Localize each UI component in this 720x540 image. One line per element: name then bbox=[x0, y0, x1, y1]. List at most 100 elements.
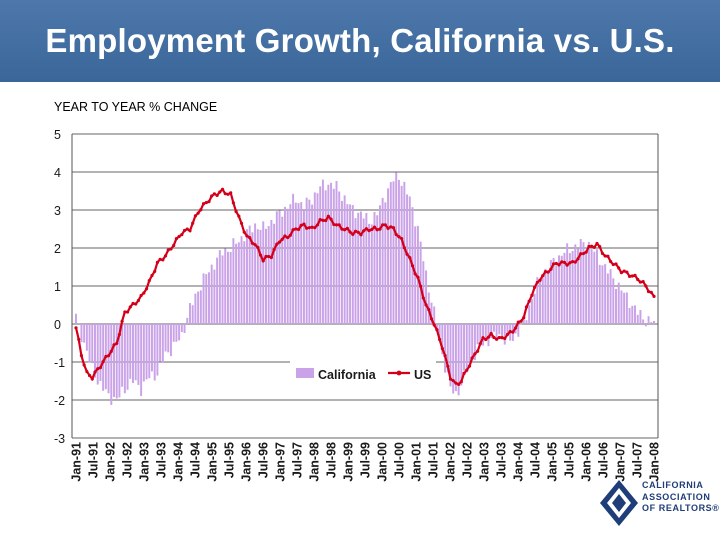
us-point bbox=[636, 277, 640, 282]
california-bar bbox=[292, 193, 295, 324]
us-point bbox=[451, 379, 455, 383]
logo-line: ASSOCIATION bbox=[642, 491, 711, 502]
california-bar bbox=[281, 216, 284, 324]
us-point bbox=[275, 242, 279, 246]
california-bar bbox=[631, 305, 634, 324]
california-bar bbox=[319, 186, 322, 324]
us-point bbox=[619, 271, 624, 275]
x-tick-label: Jan-08 bbox=[648, 442, 662, 482]
california-bar bbox=[283, 206, 286, 324]
california-bar bbox=[492, 324, 495, 332]
us-point bbox=[589, 244, 594, 248]
x-tick-label: Jul-03 bbox=[495, 442, 509, 478]
california-bar bbox=[579, 239, 582, 324]
california-bar bbox=[191, 305, 194, 324]
us-point bbox=[391, 226, 396, 230]
california-bar bbox=[156, 324, 159, 376]
legend-label-us: US bbox=[414, 368, 431, 382]
us-point bbox=[258, 253, 263, 257]
us-point bbox=[644, 284, 648, 288]
us-point bbox=[568, 261, 572, 265]
us-point bbox=[218, 190, 222, 194]
california-bar bbox=[628, 307, 631, 324]
x-tick-label: Jan-91 bbox=[70, 442, 84, 482]
x-tick-label: Jul-96 bbox=[257, 442, 271, 478]
x-tick-label: Jul-95 bbox=[223, 442, 237, 478]
us-point bbox=[98, 366, 103, 370]
us-point bbox=[505, 332, 510, 337]
california-bar bbox=[552, 258, 555, 324]
logo-text: CALIFORNIA ASSOCIATION OF REALTORS® bbox=[642, 480, 720, 515]
california-bar bbox=[387, 188, 390, 324]
california-bar bbox=[221, 255, 224, 324]
us-point bbox=[234, 209, 238, 214]
logo-line: OF REALTORS® bbox=[642, 503, 720, 513]
x-tick-label: Jul-98 bbox=[325, 442, 339, 478]
y-tick-label: -2 bbox=[54, 394, 65, 408]
california-bar bbox=[324, 190, 327, 324]
california-bar bbox=[444, 324, 447, 373]
california-bar bbox=[395, 172, 398, 324]
us-point bbox=[551, 262, 556, 266]
us-point bbox=[299, 223, 303, 227]
us-point bbox=[381, 223, 385, 227]
x-tick-label: Jan-02 bbox=[444, 442, 458, 482]
us-point bbox=[302, 222, 306, 226]
us-point bbox=[402, 246, 406, 250]
california-bar bbox=[647, 316, 650, 324]
us-point bbox=[280, 237, 284, 241]
us-point bbox=[188, 229, 192, 233]
us-point bbox=[356, 230, 360, 234]
california-bar bbox=[202, 273, 205, 324]
x-tick-label: Jan-94 bbox=[172, 442, 186, 482]
california-bar bbox=[378, 205, 381, 324]
california-bar bbox=[587, 241, 590, 324]
us-point bbox=[638, 280, 643, 284]
california-bar bbox=[330, 182, 333, 324]
us-point bbox=[549, 267, 553, 271]
us-point bbox=[250, 241, 254, 245]
us-point bbox=[82, 363, 86, 367]
us-point bbox=[315, 223, 320, 227]
us-point bbox=[484, 337, 488, 342]
title-bar: Employment Growth, California vs. U.S. bbox=[0, 0, 720, 82]
x-tick-label: Jan-05 bbox=[546, 442, 560, 482]
california-bar bbox=[351, 205, 354, 324]
us-point bbox=[603, 254, 607, 258]
us-point bbox=[500, 336, 504, 340]
california-bar bbox=[536, 277, 539, 324]
california-bar bbox=[123, 324, 126, 394]
california-bar bbox=[83, 324, 86, 343]
us-point bbox=[579, 252, 583, 256]
california-bar bbox=[161, 324, 164, 363]
us-point bbox=[467, 364, 472, 368]
us-point bbox=[196, 211, 200, 215]
us-point bbox=[397, 235, 401, 239]
us-point bbox=[277, 240, 282, 244]
us-point bbox=[256, 245, 260, 249]
us-point bbox=[389, 225, 393, 229]
us-point bbox=[87, 373, 92, 378]
legend-swatch-california bbox=[296, 368, 314, 378]
us-point bbox=[226, 192, 230, 196]
california-bar bbox=[91, 324, 94, 364]
us-point bbox=[470, 356, 474, 360]
us-point bbox=[622, 269, 626, 273]
california-bar bbox=[340, 200, 343, 324]
california-bar bbox=[245, 229, 248, 324]
california-bar bbox=[644, 324, 647, 327]
us-point bbox=[524, 305, 529, 309]
us-point bbox=[185, 227, 189, 231]
us-point bbox=[174, 237, 179, 241]
us-point bbox=[139, 293, 143, 298]
california-bar bbox=[574, 244, 577, 324]
california-bar bbox=[85, 324, 88, 351]
california-bar bbox=[650, 322, 653, 324]
us-point bbox=[581, 252, 586, 256]
us-point bbox=[478, 342, 482, 346]
california-bar bbox=[653, 320, 655, 324]
california-bar bbox=[99, 324, 102, 381]
us-point bbox=[595, 241, 599, 246]
california-bar bbox=[273, 223, 276, 324]
